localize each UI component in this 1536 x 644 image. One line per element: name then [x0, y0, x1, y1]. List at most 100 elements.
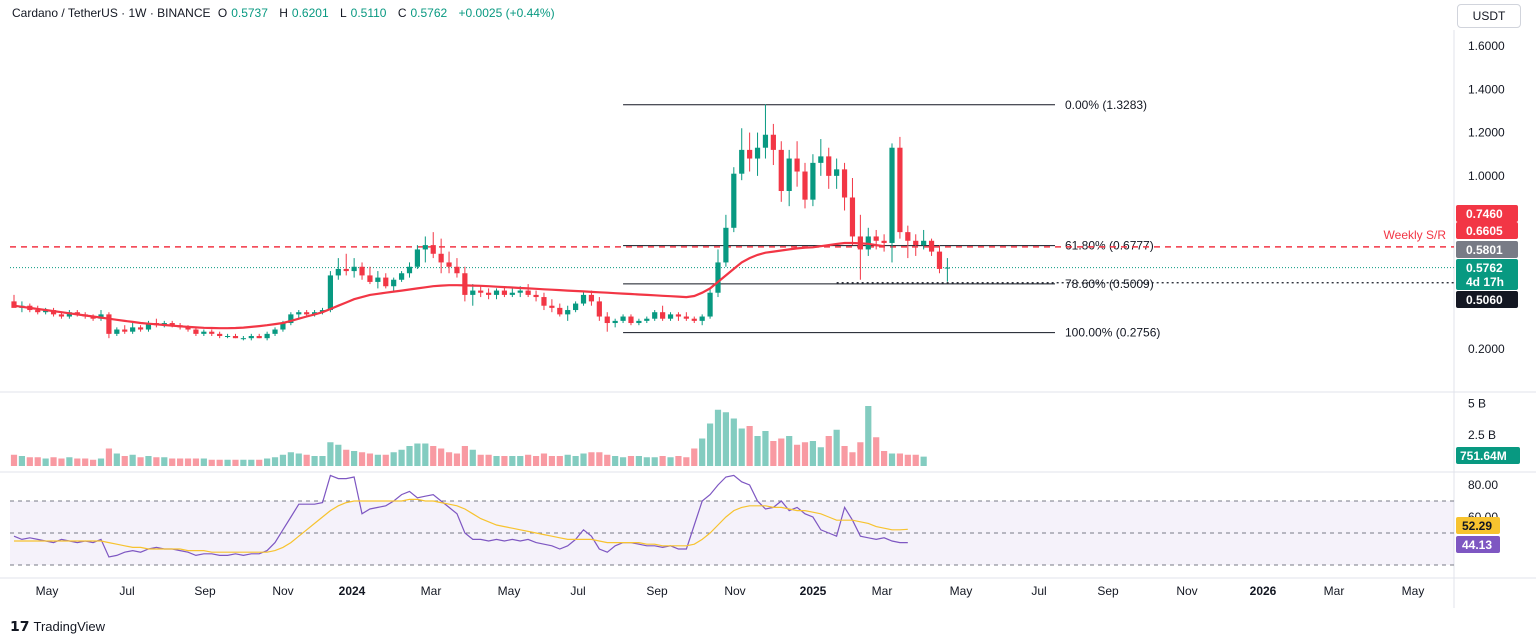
candle-body — [430, 245, 436, 254]
volume-bar — [896, 453, 904, 466]
x-axis-label: Nov — [1176, 584, 1197, 598]
candle-body — [232, 336, 239, 339]
candle-body — [818, 156, 824, 163]
candle-body — [715, 262, 721, 293]
volume-bar — [825, 436, 832, 466]
candle-body — [185, 327, 191, 330]
volume-current-label: 751.64M — [1460, 449, 1507, 463]
candle-body — [652, 312, 658, 319]
volume-bar — [888, 453, 896, 466]
volume-bar — [881, 451, 888, 466]
candle-body — [770, 134, 776, 150]
candle-body — [217, 333, 223, 337]
candle-body — [596, 301, 602, 317]
candle-body — [944, 267, 950, 269]
x-axis-label: May — [36, 584, 59, 598]
candle-body — [826, 156, 832, 176]
volume-bar — [121, 456, 128, 466]
volume-bar — [691, 448, 698, 466]
volume-bar — [793, 444, 801, 466]
volume-bar — [287, 452, 294, 466]
candle-body — [707, 292, 713, 317]
candle-body — [43, 310, 49, 313]
symbol-title[interactable]: Cardano / TetherUS · 1W · BINANCE — [12, 6, 211, 20]
volume-bar — [635, 456, 642, 466]
volume-bar — [97, 458, 105, 466]
symbol-header: Cardano / TetherUS · 1W · BINANCE O 0.573… — [12, 6, 555, 20]
weekly-sr-label: Weekly S/R — [1384, 228, 1447, 242]
volume-bar — [113, 453, 120, 466]
candle-body — [280, 323, 286, 330]
volume-bar — [374, 454, 381, 466]
volume-bar — [485, 454, 492, 466]
fib-level-label: 61.80% (0.6777) — [1065, 239, 1154, 253]
candle-body — [501, 290, 508, 295]
currency-button[interactable]: USDT — [1457, 4, 1521, 28]
price-tag — [1456, 259, 1518, 276]
x-axis-label: May — [1402, 584, 1425, 598]
volume-bar — [849, 452, 856, 466]
candle-body — [802, 171, 808, 200]
volume-bar — [382, 454, 389, 466]
candle-body — [375, 277, 381, 282]
change-value: +0.0025 (+0.44%) — [458, 6, 555, 20]
volume-bar — [430, 446, 437, 466]
candle-body — [889, 147, 895, 243]
price-tag — [1456, 241, 1518, 258]
fib-level-label: 100.00% (0.2756) — [1065, 326, 1160, 340]
candle-body — [486, 292, 492, 295]
candle-body — [130, 327, 136, 332]
volume-bar — [667, 457, 674, 466]
volume-bar — [509, 456, 516, 466]
candle-body — [525, 290, 531, 295]
x-axis-label: Mar — [421, 584, 442, 598]
candle-body — [549, 305, 555, 308]
volume-bar — [390, 452, 397, 466]
price-tag-label: 0.7460 — [1466, 207, 1503, 221]
volume-bar — [74, 458, 81, 466]
volume-bar — [770, 441, 777, 466]
price-tag-label: 0.5801 — [1466, 243, 1503, 257]
rsi-tag-label: 52.29 — [1462, 519, 1492, 533]
price-tag — [1456, 222, 1518, 239]
candle-body — [35, 310, 41, 313]
candle-body — [304, 312, 310, 315]
candle-body — [723, 227, 729, 263]
candle-body — [391, 279, 397, 287]
candle-body — [478, 290, 484, 293]
volume-bar — [42, 458, 49, 466]
tradingview-logo: 𝟭𝟳 TradingView — [10, 618, 105, 635]
candle-body — [675, 314, 682, 317]
fib-level-label: 0.00% (1.3283) — [1065, 98, 1147, 112]
volume-bar — [714, 409, 722, 466]
candle-body — [438, 253, 444, 263]
volume-bar — [129, 454, 136, 466]
x-axis-label: Mar — [1324, 584, 1345, 598]
volume-bar — [564, 454, 571, 466]
volume-bar — [343, 449, 350, 466]
candle-body — [913, 240, 919, 246]
volume-bar — [327, 442, 334, 466]
x-axis-label: 2026 — [1250, 584, 1277, 598]
x-axis-label: Sep — [1097, 584, 1119, 598]
candle-body — [533, 294, 539, 298]
candle-body — [106, 314, 112, 334]
candle-body — [327, 275, 333, 311]
volume-bar — [184, 458, 192, 466]
fib-level-label: 78.60% (0.5009) — [1065, 277, 1154, 291]
candle-body — [335, 268, 341, 276]
candle-body — [731, 173, 737, 228]
volume-bar — [311, 456, 318, 466]
price-tick-label: 1.6000 — [1468, 39, 1505, 53]
candle-body — [90, 316, 96, 319]
candle-body — [351, 266, 357, 272]
volume-bar — [501, 456, 508, 466]
volume-bar — [525, 454, 532, 466]
x-axis-label: Jul — [1031, 584, 1046, 598]
candle-body — [841, 169, 848, 198]
volume-bar — [279, 454, 287, 466]
volume-bar — [335, 444, 342, 466]
candle-body — [691, 318, 697, 321]
x-axis-label: Sep — [194, 584, 216, 598]
